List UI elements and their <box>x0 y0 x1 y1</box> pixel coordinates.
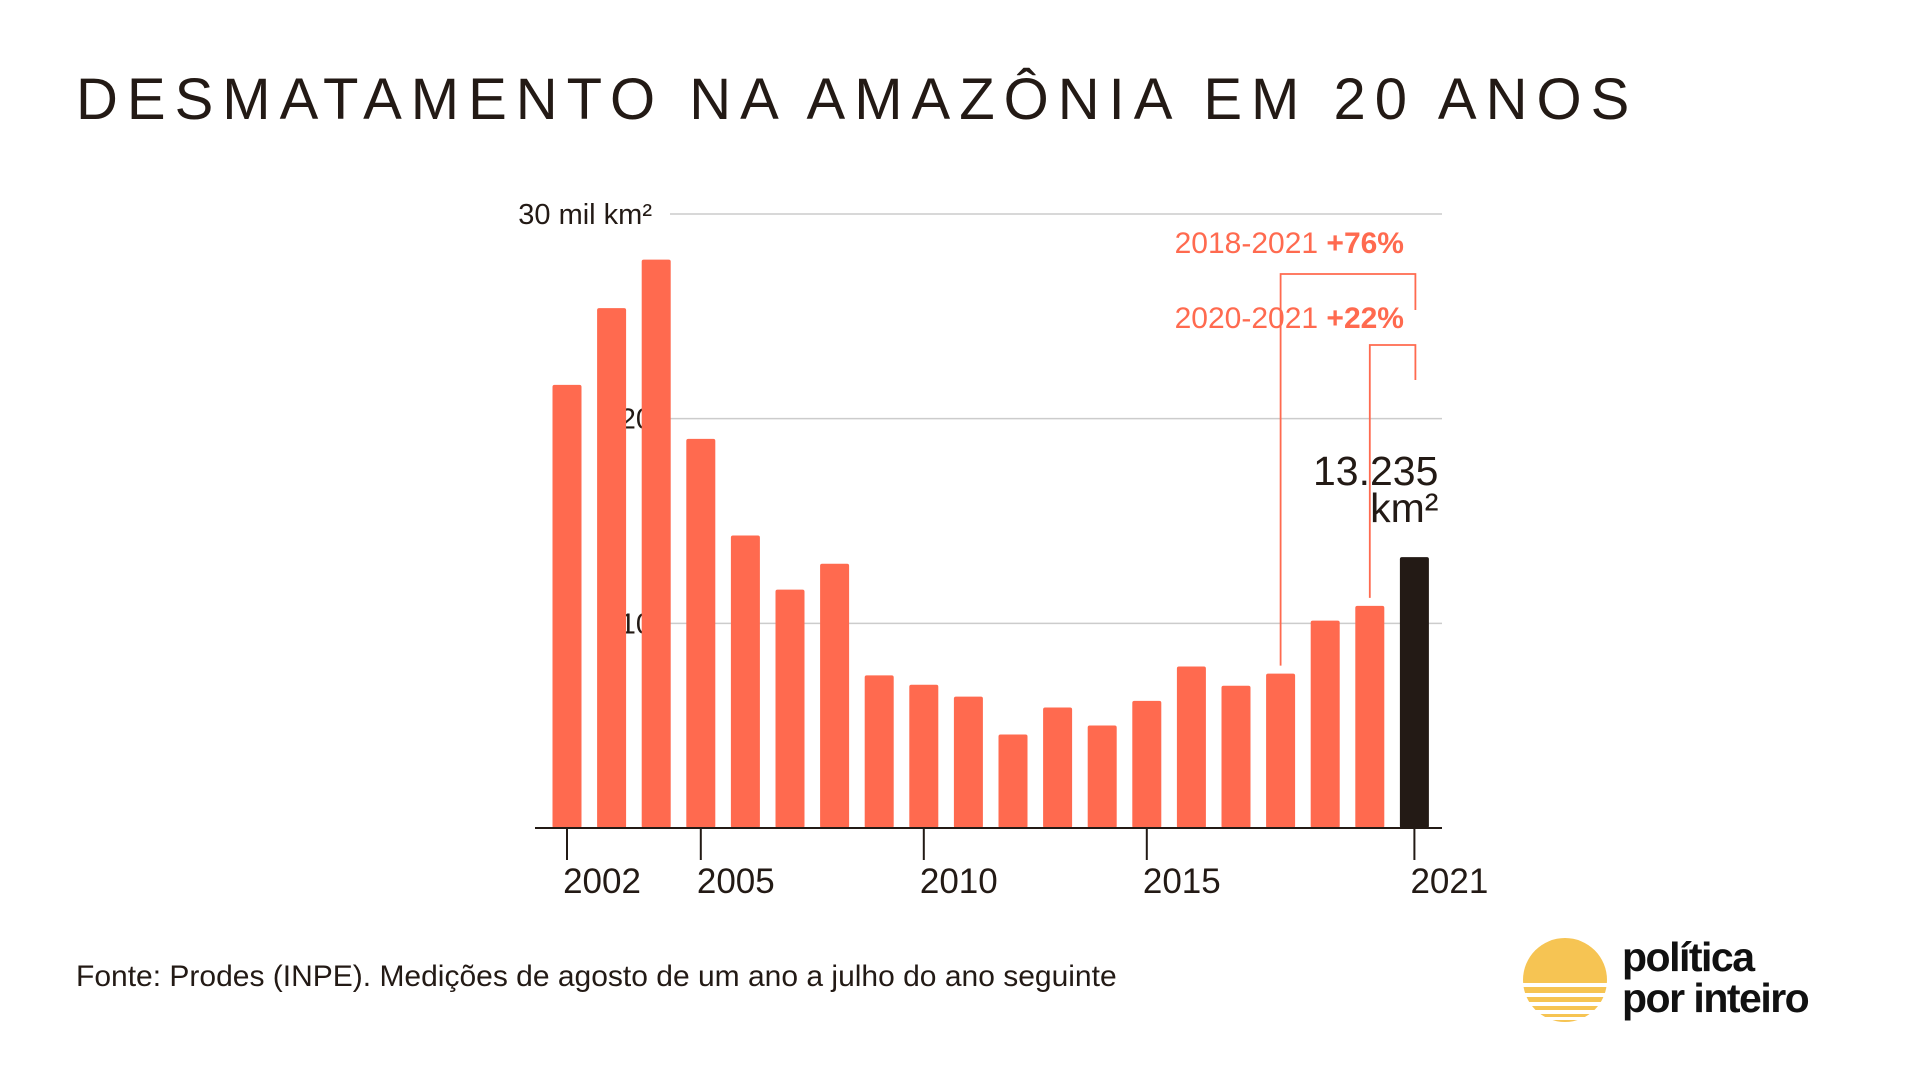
bar-2016 <box>1176 666 1206 828</box>
bar-2017 <box>1221 685 1251 828</box>
annotation-bracket <box>1279 273 1417 666</box>
source-note: Fonte: Prodes (INPE). Medições de agosto… <box>76 960 1117 993</box>
annotation-period: 2018-2021 <box>1175 227 1327 260</box>
x-tick-label: 2005 <box>697 862 775 901</box>
brand-logo: política por inteiro <box>1522 935 1902 1025</box>
bar-2018 <box>1266 673 1296 828</box>
x-tick-label: 2002 <box>563 862 641 901</box>
bar-2010 <box>909 684 939 828</box>
bar-2009 <box>864 675 894 828</box>
bar-2008 <box>820 563 850 828</box>
bar-2015 <box>1132 700 1162 828</box>
annotation-label: 2020-2021 +22% <box>1175 302 1404 335</box>
annotation-period: 2020-2021 <box>1175 302 1327 335</box>
bar-2011 <box>953 696 983 828</box>
logo-line-2: por inteiro <box>1622 975 1810 1021</box>
annotation-change: +22% <box>1326 302 1404 335</box>
bar-2020 <box>1355 605 1385 828</box>
bar-2014 <box>1087 725 1117 828</box>
bar-2019 <box>1310 620 1340 828</box>
x-tick-label: 2015 <box>1143 862 1221 901</box>
sun-logo-icon <box>1523 938 1607 1022</box>
data-label: km² <box>1370 485 1438 531</box>
chart-title: DESMATAMENTO NA AMAZÔNIA EM 20 ANOS <box>76 67 1639 132</box>
annotation-label: 2018-2021 +76% <box>1175 227 1404 260</box>
bar-2021 <box>1399 557 1429 828</box>
x-tick-label: 2021 <box>1410 862 1488 901</box>
bar-2003 <box>597 308 627 828</box>
data-label: 13.235 <box>1313 448 1438 494</box>
annotation-bracket <box>1368 344 1417 598</box>
bar-2013 <box>1043 707 1073 828</box>
bar-2002 <box>552 384 582 828</box>
annotation-change: +76% <box>1326 227 1404 260</box>
logo-line-1: política <box>1622 934 1755 980</box>
y-tick-label: 30 mil km² <box>518 199 652 231</box>
x-tick-label: 2010 <box>920 862 998 901</box>
bar-2012 <box>998 734 1028 828</box>
bar-2005 <box>686 438 716 828</box>
bar-2004 <box>641 259 671 829</box>
bar-2007 <box>775 589 805 828</box>
logo-wordmark: política por inteiro <box>1622 934 1810 1021</box>
bar-2006 <box>730 535 760 828</box>
